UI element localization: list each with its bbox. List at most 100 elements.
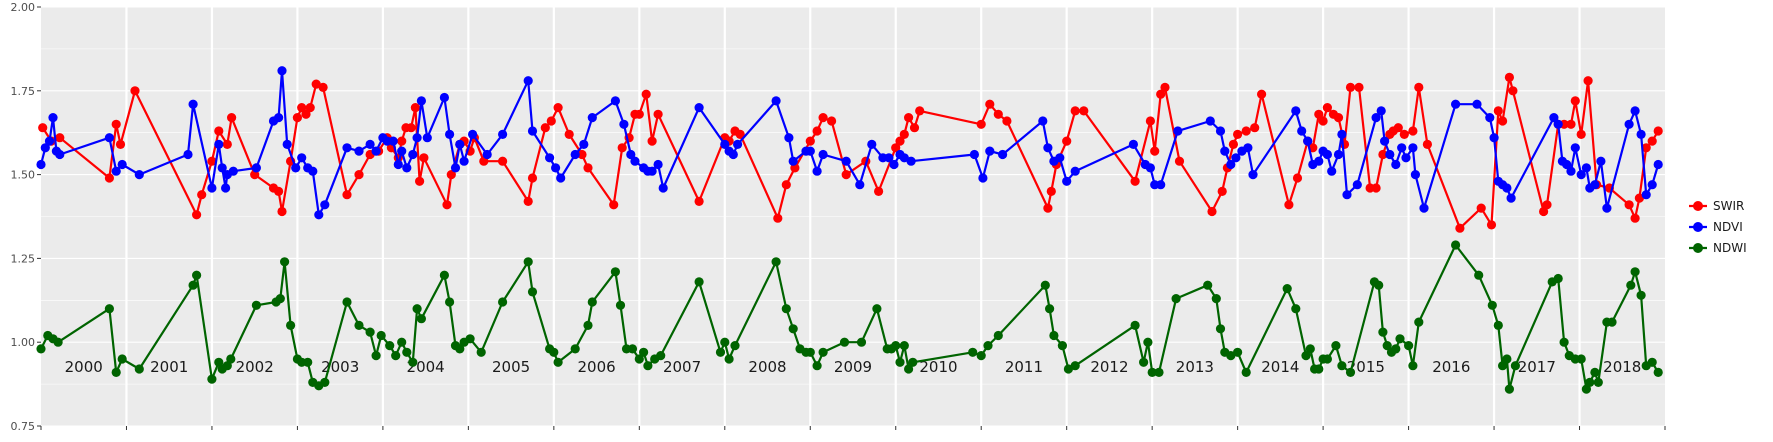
data-point (117, 354, 127, 364)
data-point (1634, 193, 1644, 203)
data-point (1282, 284, 1292, 294)
data-point (188, 280, 198, 290)
data-point (1553, 119, 1563, 129)
data-point (130, 86, 140, 96)
data-point (320, 200, 330, 210)
data-point (1333, 113, 1344, 123)
data-point (1393, 123, 1403, 133)
data-point (1451, 240, 1461, 250)
year-label: 2000 (65, 358, 103, 376)
data-point (1391, 159, 1401, 170)
data-point (297, 103, 307, 113)
data-point (498, 129, 508, 139)
data-point (781, 180, 791, 190)
data-point (899, 129, 909, 139)
data-point (1314, 156, 1324, 166)
data-point (1226, 159, 1236, 170)
data-point (291, 163, 301, 173)
data-point (38, 123, 48, 133)
data-point (1354, 82, 1364, 92)
data-point (36, 344, 46, 354)
data-point (1322, 103, 1332, 113)
data-point (36, 159, 46, 170)
data-point (1498, 361, 1508, 371)
data-point (1130, 176, 1140, 186)
data-point (626, 149, 636, 160)
data-point (1154, 367, 1164, 377)
data-point (812, 126, 822, 136)
data-point (773, 213, 783, 223)
data-point (207, 183, 217, 193)
data-point (48, 113, 58, 123)
data-point (812, 361, 822, 371)
data-point (1647, 357, 1657, 367)
data-point (805, 146, 815, 156)
data-point (841, 156, 851, 166)
data-point (1399, 129, 1409, 139)
data-point (634, 109, 644, 119)
data-point (553, 103, 563, 113)
data-point (1371, 183, 1381, 193)
data-point (1476, 203, 1486, 213)
data-point (915, 106, 925, 116)
data-point (1043, 143, 1053, 153)
data-point (1345, 82, 1356, 92)
data-point (610, 267, 621, 277)
data-point (1284, 200, 1294, 210)
data-point (564, 129, 574, 139)
data-point (735, 129, 745, 139)
data-point (111, 166, 121, 176)
data-point (111, 367, 121, 377)
data-point (251, 300, 261, 310)
data-point (439, 270, 449, 280)
data-point (998, 149, 1008, 160)
data-point (1636, 290, 1646, 300)
data-point (556, 173, 566, 183)
data-point (904, 113, 914, 123)
data-point (715, 347, 726, 357)
data-point (1055, 153, 1065, 163)
year-label: 2017 (1518, 358, 1556, 376)
data-point (397, 146, 407, 156)
data-point (311, 79, 321, 89)
data-point (733, 139, 743, 149)
data-point (969, 149, 980, 160)
data-point (724, 354, 734, 364)
data-point (1472, 99, 1482, 109)
data-point (1145, 116, 1155, 126)
data-point (771, 257, 781, 267)
data-point (553, 357, 563, 367)
data-point (985, 146, 995, 156)
data-point (1070, 106, 1080, 116)
data-point (1345, 367, 1356, 377)
data-point (282, 139, 292, 149)
data-point (214, 139, 224, 149)
data-point (968, 347, 978, 357)
data-point (1559, 337, 1569, 347)
data-point (188, 99, 198, 109)
y-tick-label: 2.00 (11, 1, 36, 14)
data-point (895, 136, 905, 146)
data-point (653, 109, 663, 119)
data-point (1352, 180, 1362, 190)
data-point (1636, 129, 1646, 139)
data-point (391, 351, 401, 361)
data-point (639, 347, 649, 357)
data-point (104, 304, 114, 314)
data-point (1297, 126, 1307, 136)
data-point (1318, 116, 1328, 126)
data-point (388, 136, 398, 146)
data-point (1570, 96, 1580, 106)
data-point (839, 337, 850, 347)
data-point (402, 347, 412, 357)
data-point (134, 170, 144, 180)
data-point (40, 143, 50, 153)
data-point (570, 344, 580, 354)
data-point (406, 123, 416, 133)
data-point (1128, 139, 1138, 149)
data-point (1215, 126, 1226, 136)
data-point (728, 149, 738, 160)
data-point (207, 156, 217, 166)
data-point (527, 173, 538, 183)
data-point (841, 170, 851, 180)
